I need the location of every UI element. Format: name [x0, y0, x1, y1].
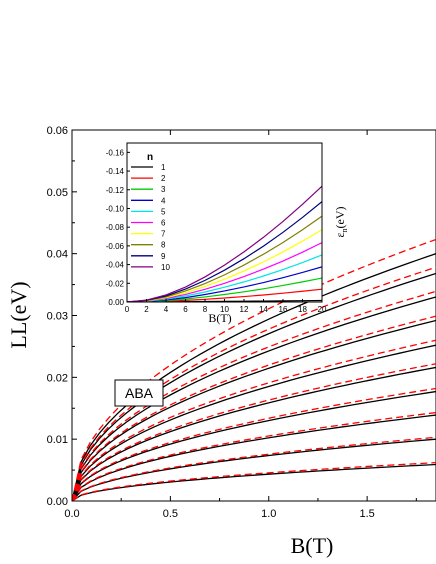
main-series-line-solid	[72, 414, 436, 501]
inset-series-line	[127, 201, 322, 302]
main-x-tick-label: 1.5	[359, 508, 374, 520]
main-series-line-solid	[72, 366, 436, 501]
main-series-line-dashed	[72, 339, 436, 501]
inset-y-tick-label: -0.06	[106, 242, 125, 251]
inset-x-tick-label: 2	[144, 305, 149, 314]
inset-x-axis-title: B(T)	[208, 311, 231, 325]
main-y-tick-label: 0.06	[47, 125, 68, 137]
main-y-tick-label: 0.05	[47, 187, 68, 199]
inset-y-tick-label: -0.16	[106, 148, 125, 157]
inset-x-tick-label: 20	[318, 305, 327, 314]
inset-legend-label: 6	[161, 219, 166, 228]
main-y-tick-label: 0.04	[47, 249, 68, 261]
inset-axis-ticks: 0 2 4 6 8 10 12 14 16 18 200.00-0.02-0.04-0.06-0.0…	[106, 148, 327, 314]
main-series-line-solid	[72, 344, 436, 501]
main-y-tick-label: 0.01	[47, 434, 68, 446]
inset-legend-label: 9	[161, 252, 166, 261]
inset-y-tick-label: -0.04	[106, 261, 125, 270]
inset-y-tick-label: -0.02	[106, 279, 125, 288]
inset-legend-label: 3	[161, 185, 166, 194]
inset-y-axis-title: εn(eV)	[333, 206, 349, 237]
main-x-tick-label: 1.0	[261, 508, 276, 520]
main-series-line-dashed	[72, 436, 436, 501]
main-series-line-dashed	[72, 290, 436, 501]
main-series-line-solid	[72, 272, 436, 501]
main-series-line-solid	[72, 296, 436, 501]
inset-legend-label: 7	[161, 230, 166, 239]
main-series-line-solid	[72, 438, 436, 501]
inset-y-tick-label: -0.12	[106, 186, 125, 195]
main-series-line-solid	[72, 390, 436, 501]
main-series-line-dashed	[72, 462, 436, 501]
inset-legend: n 1 2 3 4 5 6 7 8 9 10	[131, 152, 170, 272]
inset-series-line	[127, 229, 322, 302]
main-y-tick-label: 0.00	[47, 496, 68, 508]
inset-legend-label: 4	[161, 196, 166, 205]
main-series-line-dashed	[72, 315, 436, 501]
main-series-line-solid	[72, 319, 436, 501]
inset-legend-label: 5	[161, 207, 166, 216]
main-x-tick-label: 0.0	[64, 508, 79, 520]
main-series-line-dashed	[72, 363, 436, 501]
main-series-line-dashed	[72, 387, 436, 501]
inset-x-tick-label: 6	[183, 305, 188, 314]
inset-legend-title: n	[147, 152, 153, 163]
main-series-line-dashed	[72, 411, 436, 501]
inset-x-tick-label: 14	[259, 305, 268, 314]
main-x-tick-label: 0.5	[163, 508, 178, 520]
stacking-annotation-box	[114, 379, 164, 407]
inset-y-tick-label: -0.14	[106, 167, 125, 176]
inset-x-tick-label: 0	[125, 305, 130, 314]
inset-legend-label: 1	[161, 163, 166, 172]
inset-x-tick-label: 18	[298, 305, 307, 314]
main-x-axis-title: B(T)	[291, 533, 334, 558]
inset-legend-label: 8	[161, 241, 166, 250]
main-y-tick-label: 0.03	[47, 311, 68, 323]
inset-y-tick-label: -0.10	[106, 204, 125, 213]
inset-x-tick-label: 10	[220, 305, 229, 314]
stacking-annotation: ABA	[125, 385, 154, 401]
inset-background	[127, 143, 322, 302]
main-series-line-solid	[72, 463, 436, 501]
main-y-axis-title: LL(eV)	[6, 281, 31, 348]
inset-series-line	[127, 185, 322, 302]
main-axis-ticks: 0.0 0.5 1.0 1.5 0.00 0.01 0.02 0.03 0.04 0.05 0.06	[47, 125, 417, 520]
inset-y-tick-label: -0.08	[106, 223, 125, 232]
main-y-tick-label: 0.02	[47, 372, 68, 384]
inset-x-tick-label: 16	[279, 305, 288, 314]
inset-y-tick-label: 0.00	[108, 298, 124, 307]
inset-legend-label: 2	[161, 174, 166, 183]
inset-legend-label: 10	[161, 263, 170, 272]
inset-x-tick-label: 8	[203, 305, 208, 314]
inset-x-tick-label: 12	[240, 305, 249, 314]
inset-x-tick-label: 4	[164, 305, 169, 314]
inset-series-line	[127, 215, 322, 302]
